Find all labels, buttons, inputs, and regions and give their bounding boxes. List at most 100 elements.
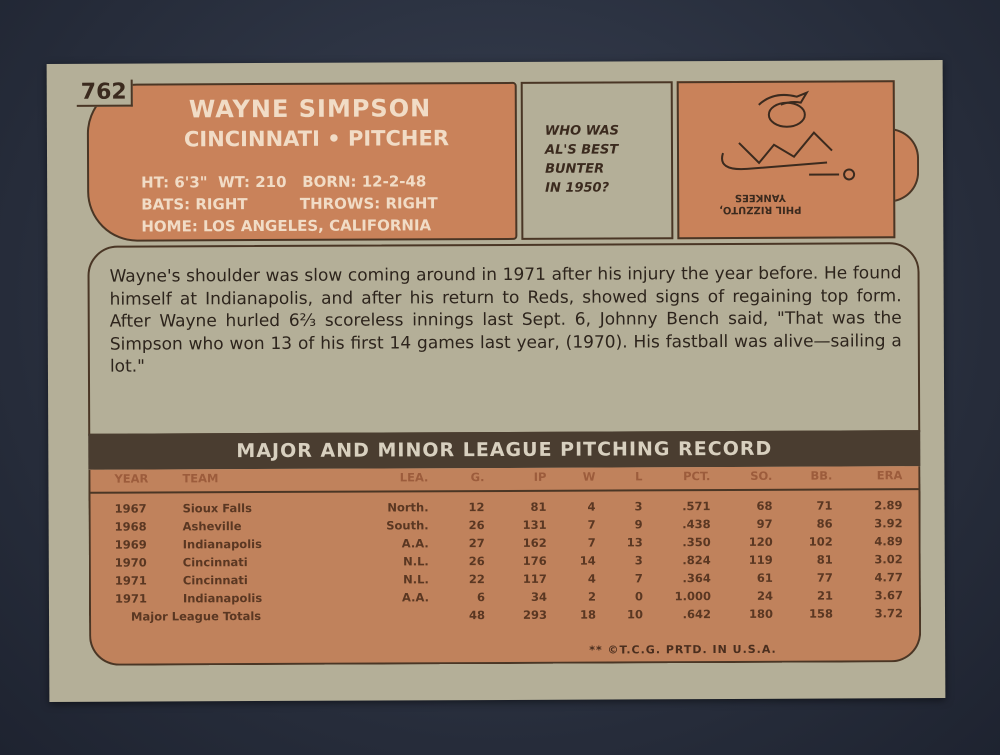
- table-cell: 81: [816, 552, 833, 567]
- table-cell: 4: [587, 571, 596, 586]
- info-line: HT: 6'3" WT: 210 BORN: 12-2-48: [141, 172, 427, 192]
- table-cell: BB.: [810, 468, 833, 483]
- table-cell: 1971: [114, 591, 147, 606]
- table-cell: 176: [522, 553, 547, 568]
- table-cell: ERA: [876, 468, 903, 483]
- trivia-answer: PHIL RIZZUTO, YANKEES: [719, 191, 801, 215]
- table-cell: 102: [808, 534, 833, 549]
- table-cell: Cincinnati: [182, 573, 248, 588]
- table-cell: N.L.: [403, 554, 429, 569]
- table-cell: 9: [634, 517, 643, 532]
- table-cell: 97: [756, 516, 773, 531]
- table-cell: 18: [579, 607, 597, 622]
- table-cell: 71: [816, 498, 833, 513]
- table-cell: L: [635, 469, 643, 484]
- table-cell: 7: [634, 571, 643, 586]
- table-cell: 48: [468, 608, 486, 623]
- table-header-row: YEAR TEAM LEA. G. IP W L PCT. SO. BB. ERA: [90, 468, 919, 494]
- table-cell: 81: [530, 499, 547, 514]
- record-title: MAJOR AND MINOR LEAGUE PITCHING RECORD: [88, 430, 921, 470]
- table-cell: 1971: [114, 573, 147, 588]
- table-cell: Major League Totals: [130, 609, 262, 624]
- table-cell: IP: [533, 469, 547, 484]
- table-cell: .824: [682, 553, 711, 568]
- table-cell: 24: [756, 588, 773, 603]
- player-name: WAYNE SIMPSON: [188, 94, 432, 124]
- table-cell: A.A.: [401, 536, 429, 551]
- table-cell: 3: [634, 499, 643, 514]
- player-header: WAYNE SIMPSON CINCINNATI • PITCHER HT: 6…: [86, 81, 518, 242]
- table-cell: TEAM: [182, 471, 219, 486]
- table-cell: 162: [522, 535, 547, 550]
- cartoon-illustration: [721, 90, 856, 181]
- table-cell: N.L.: [403, 572, 429, 587]
- table-cell: 120: [748, 534, 773, 549]
- info-line: HOME: LOS ANGELES, CALIFORNIA: [141, 216, 432, 236]
- table-cell: 131: [522, 517, 547, 532]
- table-cell: 3: [634, 553, 643, 568]
- table-cell: Sioux Falls: [182, 501, 252, 516]
- stats-table: ** ©T.C.G. PRTD. IN U.S.A. YEAR TEAM LEA. G…: [88, 466, 922, 666]
- table-cell: 0: [634, 589, 643, 604]
- table-cell: 119: [748, 552, 773, 567]
- table-cell: .350: [682, 535, 711, 550]
- table-cell: 7: [587, 517, 596, 532]
- team-position: CINCINNATI • PITCHER: [183, 126, 450, 152]
- table-cell: 34: [530, 589, 547, 604]
- answer-line: YANKEES: [734, 191, 786, 203]
- table-cell: 13: [626, 535, 643, 550]
- table-cell: G.: [470, 470, 485, 485]
- table-cell: 1967: [114, 501, 147, 516]
- table-cell: 2.89: [874, 498, 903, 513]
- table-cell: 27: [468, 536, 485, 551]
- table-cell: 117: [522, 571, 547, 586]
- table-cell: PCT.: [683, 469, 711, 484]
- table-cell: North.: [387, 500, 429, 515]
- baseball-card-back: WAYNE SIMPSON CINCINNATI • PITCHER HT: 6…: [46, 60, 946, 702]
- table-cell: 2: [587, 589, 596, 604]
- table-cell: 3.02: [874, 552, 903, 567]
- table-cell: 77: [816, 570, 833, 585]
- trivia-line: AL'S BEST: [544, 142, 619, 158]
- table-cell: A.A.: [401, 590, 429, 605]
- table-cell: 1968: [114, 519, 147, 534]
- bio-box: Wayne's shoulder was slow coming around …: [87, 242, 921, 436]
- trivia-line: BUNTER: [545, 161, 605, 177]
- table-cell: 21: [816, 588, 833, 603]
- card-number: 762: [76, 79, 133, 107]
- table-cell: 3.72: [874, 606, 904, 621]
- totals-row: Major League Totals 48 293 18 10 .642 180 158 3.…: [91, 606, 919, 628]
- table-cell: 6: [476, 590, 485, 605]
- table-cell: Indianapolis: [182, 591, 263, 606]
- table-cell: 26: [468, 554, 485, 569]
- trivia-line: IN 1950?: [545, 180, 610, 196]
- table-cell: 158: [808, 606, 834, 621]
- cartoon-panel: PHIL RIZZUTO, YANKEES: [676, 80, 896, 240]
- table-cell: W: [582, 469, 596, 484]
- table-cell: South.: [386, 518, 429, 533]
- table-cell: 293: [522, 607, 548, 622]
- table-cell: 14: [579, 553, 596, 568]
- table-cell: YEAR: [114, 471, 149, 486]
- table-cell: 1970: [114, 555, 147, 570]
- table-cell: .438: [682, 517, 711, 532]
- table-cell: 4.77: [874, 570, 903, 585]
- answer-line: PHIL RIZZUTO,: [719, 203, 802, 216]
- table-cell: 3.92: [874, 516, 903, 531]
- table-cell: SO.: [750, 468, 773, 483]
- table-cell: .642: [682, 607, 712, 622]
- trivia-line: WHO WAS: [544, 123, 620, 139]
- table-cell: Asheville: [182, 519, 242, 534]
- table-cell: 26: [468, 518, 485, 533]
- table-cell: 180: [748, 606, 774, 621]
- table-cell: .571: [682, 499, 711, 514]
- trivia-question: WHO WAS AL'S BEST BUNTER IN 1950?: [520, 81, 674, 240]
- bio-text: Wayne's shoulder was slow coming around …: [109, 263, 902, 377]
- table-cell: 3.67: [874, 588, 903, 603]
- table-cell: 1.000: [674, 589, 711, 604]
- table-cell: Indianapolis: [182, 537, 262, 552]
- table-cell: 1969: [114, 537, 147, 552]
- table-cell: 68: [756, 498, 773, 513]
- table-cell: LEA.: [399, 470, 429, 485]
- table-cell: Cincinnati: [182, 555, 248, 570]
